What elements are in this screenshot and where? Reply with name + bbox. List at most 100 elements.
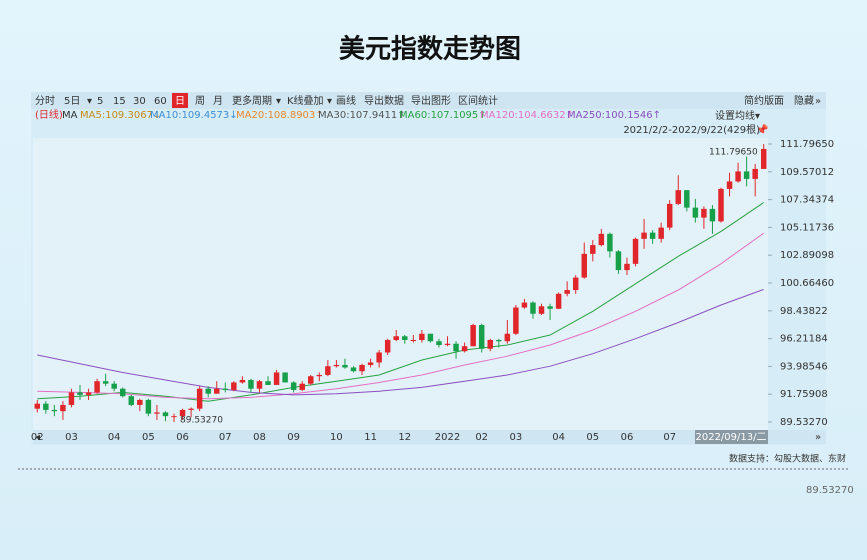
- candle-body: [367, 362, 374, 365]
- candle-body: [444, 343, 451, 345]
- candle-body: [760, 148, 767, 169]
- candle-body: [666, 203, 673, 228]
- candle-body: [521, 302, 528, 308]
- x-tick-label: 09: [287, 432, 300, 443]
- toolbar-item[interactable]: 区间统计: [458, 94, 498, 107]
- candle-body: [709, 208, 716, 222]
- x-tick-label: 05: [586, 432, 599, 443]
- candle-body: [316, 374, 323, 377]
- toolbar-item[interactable]: 月: [213, 95, 223, 107]
- toolbar-item[interactable]: 导出图形: [411, 94, 451, 107]
- toolbar-bg: [31, 92, 826, 109]
- candle-body: [436, 341, 442, 345]
- candle-body: [624, 263, 630, 271]
- candle-body: [60, 404, 66, 412]
- candle-body: [256, 381, 263, 389]
- candle-body: [299, 383, 305, 390]
- x-tick-label: 06: [621, 432, 634, 443]
- range-label: 2021/2/2-2022/9/22(429根): [623, 123, 760, 136]
- candle-body: [205, 388, 211, 394]
- toolbar-item[interactable]: 隐藏: [794, 95, 814, 107]
- toolbar-item[interactable]: K线叠加: [287, 94, 324, 107]
- candle-body: [102, 381, 109, 384]
- toolbar-item[interactable]: 简约版面: [744, 94, 784, 107]
- toolbar-selected: [172, 93, 188, 108]
- x-tick-label: 07: [219, 432, 232, 443]
- candle-body: [393, 336, 399, 340]
- candle-body: [145, 399, 152, 414]
- legend-entry: MA10:109.4573↓: [150, 110, 238, 121]
- x-axis-bg: [33, 430, 826, 444]
- candle-body: [496, 339, 502, 342]
- ma-line: [37, 202, 764, 402]
- candle-body: [743, 171, 750, 179]
- candle-body: [128, 396, 135, 405]
- ma-line: [37, 288, 764, 396]
- toolbar-item[interactable]: 日: [175, 96, 185, 107]
- candle-body: [555, 293, 562, 309]
- dropdown-arrow: ▾: [276, 96, 281, 107]
- pin-icon[interactable]: 📌: [756, 123, 769, 136]
- candle-body: [427, 333, 434, 342]
- candle-body: [137, 399, 143, 405]
- candle-body: [120, 388, 126, 397]
- ma-settings[interactable]: 设置均线: [715, 109, 755, 122]
- toolbar-item[interactable]: 画线: [336, 94, 356, 107]
- candle-body: [222, 388, 229, 390]
- y-tick-label: 96.21184: [780, 334, 828, 345]
- cursor-box: [695, 430, 768, 444]
- candle-body: [325, 366, 331, 375]
- candle-body: [308, 376, 314, 384]
- candle-body: [607, 233, 613, 252]
- legend-entry: MA120:104.6632↑: [480, 110, 574, 121]
- x-tick-label: 08: [253, 432, 266, 443]
- low-label: 89.53270: [180, 416, 223, 426]
- candle-body: [487, 339, 493, 349]
- scroll-right[interactable]: »: [815, 432, 821, 443]
- toolbar-item[interactable]: 周: [195, 95, 205, 107]
- toolbar-item[interactable]: 30: [133, 96, 146, 107]
- candle-body: [51, 409, 58, 412]
- candle-body: [196, 388, 203, 409]
- toolbar-item[interactable]: 更多周期: [232, 94, 272, 107]
- candle-body: [598, 233, 605, 246]
- candle-body: [632, 238, 639, 264]
- candle-body: [179, 409, 186, 417]
- candle-body: [684, 190, 690, 208]
- candle-body: [752, 168, 758, 179]
- candle-body: [504, 333, 511, 342]
- dropdown-arrow: ▾: [87, 96, 92, 107]
- candle-body: [470, 325, 476, 347]
- candle-body: [282, 372, 288, 383]
- candle-body: [376, 352, 382, 363]
- candle-body: [581, 253, 587, 278]
- candle-body: [111, 383, 117, 389]
- candle-body: [615, 251, 622, 271]
- candle-body: [538, 306, 545, 314]
- toolbar-item[interactable]: 5日: [64, 96, 80, 107]
- candle-body: [726, 181, 733, 189]
- footer-value: 89.53270: [806, 485, 854, 496]
- candle-body: [77, 392, 83, 395]
- cursor-label: 2022/09/13/二: [695, 432, 766, 443]
- y-tick-label: 98.43822: [780, 306, 828, 317]
- x-tick-label: 05: [142, 432, 155, 443]
- candle-body: [162, 412, 169, 417]
- y-tick-label: 111.79650: [780, 139, 834, 150]
- x-tick-label: 2022: [435, 432, 460, 443]
- x-tick-label: 03: [510, 432, 523, 443]
- x-tick-label: 12: [398, 432, 411, 443]
- candle-body: [649, 232, 656, 239]
- candle-body: [402, 336, 408, 340]
- toolbar-item[interactable]: 分时: [35, 95, 55, 107]
- toolbar-item[interactable]: 60: [154, 96, 167, 107]
- x-tick-label: 10: [330, 432, 343, 443]
- candle-body: [188, 408, 194, 410]
- toolbar-item[interactable]: 15: [113, 96, 126, 107]
- scroll-left[interactable]: ◂: [35, 432, 40, 443]
- toolbar-item[interactable]: 导出数据: [364, 94, 404, 107]
- y-tick-label: 91.75908: [780, 389, 828, 400]
- toolbar-item[interactable]: 5: [97, 96, 103, 107]
- candle-body: [384, 339, 391, 353]
